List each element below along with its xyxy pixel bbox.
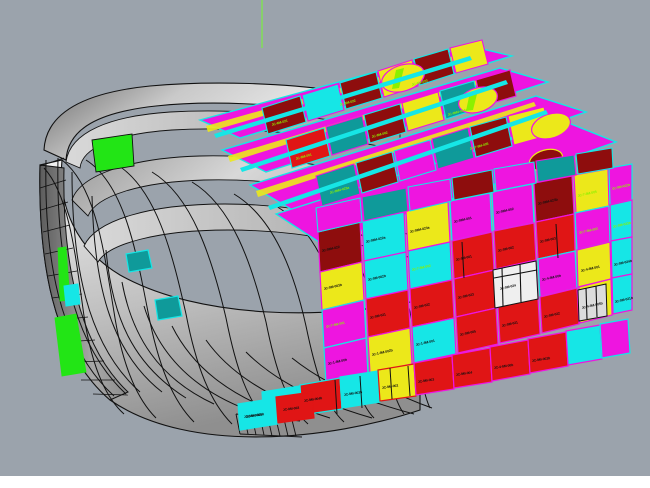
selected-patch-green-2[interactable] [54,313,87,377]
block-row-0-rail[interactable] [315,147,614,233]
bow-block-red[interactable] [275,391,315,424]
side-shell-block-grid[interactable] [261,147,633,423]
hull-white-insert-1 [492,260,539,309]
deckhouse-blocks-tier-c[interactable] [315,106,551,207]
block-row-3 [321,236,633,349]
bow-block-cyan[interactable] [237,397,279,431]
deck-strip-details [214,56,548,210]
mast-cap-3[interactable] [528,108,573,143]
hull-accent-cyan-2 [154,295,183,321]
block-row-2 [319,199,633,311]
block-stiffeners [334,223,559,415]
bottom-white-strip [0,476,650,488]
hull-accent-cyan-3 [63,283,81,307]
white-insert-stiffeners [493,263,598,320]
block-row-5 [261,318,631,423]
cap-green-strip-2 [466,90,478,111]
bow-lower-blocks[interactable] [237,391,315,431]
hull-white-insert-2 [577,283,608,322]
selected-patch-green-1[interactable] [91,133,135,173]
hull-bow-nose [39,164,129,401]
cad-3d-viewport[interactable]: JC-9M4-022 JC-9M4-022a JC-9M4-023a JC-9M… [0,0,650,476]
hull-accent-cyan-1 [125,249,153,273]
model-scene[interactable]: JC-9M4-022 JC-9M4-022a JC-9M4-023a JC-9M… [0,0,650,476]
upper-deck-structures[interactable] [197,39,619,245]
